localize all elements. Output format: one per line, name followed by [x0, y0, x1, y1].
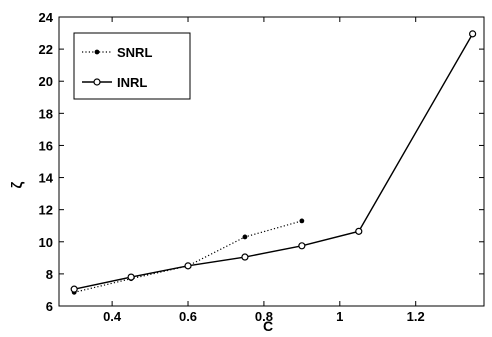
x-tick-label: 1: [336, 309, 343, 324]
data-point-inrl: [355, 227, 363, 235]
data-point-inrl: [70, 285, 78, 293]
legend: SNRL INRL: [73, 32, 191, 100]
y-tick-label: 20: [39, 74, 53, 89]
plot-frame: [58, 16, 485, 307]
data-point-inrl: [184, 262, 192, 270]
y-tick-label: 14: [39, 171, 54, 186]
legend-marker-snrl: [94, 49, 100, 55]
series-layer: [70, 30, 477, 295]
y-tick-label: 24: [39, 10, 54, 25]
y-axis-label: ζ: [9, 181, 26, 188]
data-point-inrl: [298, 242, 306, 250]
x-axis-label: C: [263, 318, 273, 332]
legend-label-snrl: SNRL: [117, 45, 152, 60]
data-point-inrl: [127, 273, 135, 281]
y-tick-label: 22: [39, 42, 53, 57]
y-tick-label: 12: [39, 203, 53, 218]
data-point-inrl: [469, 30, 477, 38]
y-tick-label: 6: [46, 299, 53, 314]
data-point-inrl: [241, 253, 249, 261]
y-tick-label: 18: [39, 106, 53, 121]
x-tick-label: 0.4: [103, 309, 122, 324]
y-tick-label: 16: [39, 138, 53, 153]
legend-marker-inrl: [93, 78, 101, 86]
legend-box: [73, 32, 191, 100]
data-point-snrl: [242, 234, 248, 240]
x-tick-label: 0.8: [255, 309, 273, 324]
y-tick-label: 8: [46, 267, 53, 282]
y-tick-label: 10: [39, 235, 53, 250]
axes: 0.4 0.6 0.8 1 1.2 6 8 10 12 14 16 18 20 22 24: [39, 10, 485, 324]
x-tick-label: 1.2: [407, 309, 425, 324]
data-point-snrl: [299, 218, 305, 224]
legend-label-inrl: INRL: [117, 75, 147, 90]
x-tick-label: 0.6: [179, 309, 197, 324]
